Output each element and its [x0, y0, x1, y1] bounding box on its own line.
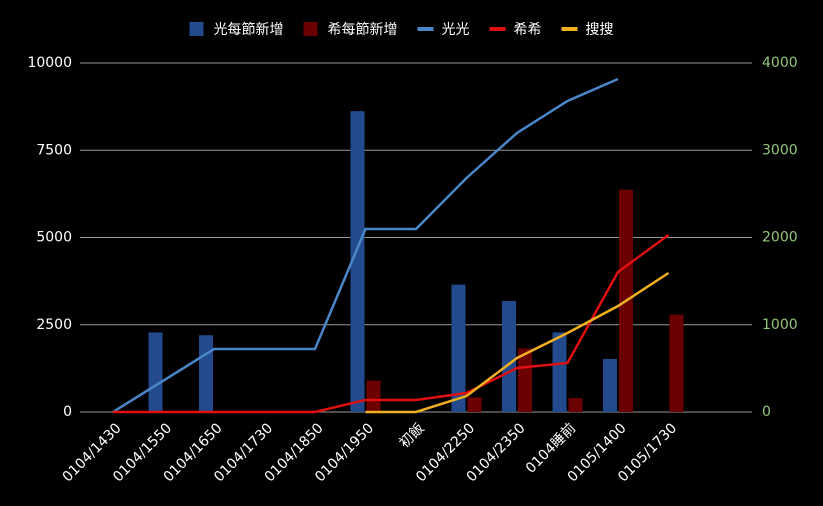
y2-tick-label: 3000 [762, 142, 798, 158]
y2-tick-label: 2000 [762, 230, 798, 246]
bar [552, 332, 567, 412]
bar [669, 314, 684, 412]
legend-swatch [303, 22, 318, 36]
legend-swatch [189, 22, 204, 36]
line [112, 77, 619, 414]
y-tick-label: 10000 [27, 55, 72, 71]
legend-label: 搜搜 [586, 22, 614, 38]
y2-tick-label: 4000 [762, 55, 798, 71]
legend-label: 希希 [514, 22, 542, 38]
y-tick-label: 5000 [36, 230, 72, 246]
bar [603, 358, 617, 412]
bar [199, 335, 213, 412]
legend-swatch [489, 27, 506, 31]
bar [366, 380, 381, 412]
bar [518, 348, 532, 412]
y2-tick-label: 0 [762, 404, 771, 420]
bar [568, 398, 583, 412]
legend-label: 光每節新增 [214, 21, 284, 38]
bar [467, 397, 482, 412]
x-tick-label: 初飯 [396, 420, 428, 452]
legend-swatch [561, 27, 578, 31]
y-tick-label: 2500 [36, 317, 72, 333]
y-tick-label: 0 [63, 404, 72, 420]
bar [148, 332, 163, 412]
line [113, 233, 670, 414]
legend-swatch [417, 27, 434, 31]
bar [350, 111, 365, 413]
line [365, 271, 670, 414]
y-tick-label: 7500 [36, 142, 72, 158]
legend-label: 希每節新增 [328, 21, 398, 38]
y2-tick-label: 1000 [762, 317, 798, 333]
legend-label: 光光 [442, 22, 470, 38]
bar [451, 284, 466, 412]
bar [502, 301, 516, 412]
